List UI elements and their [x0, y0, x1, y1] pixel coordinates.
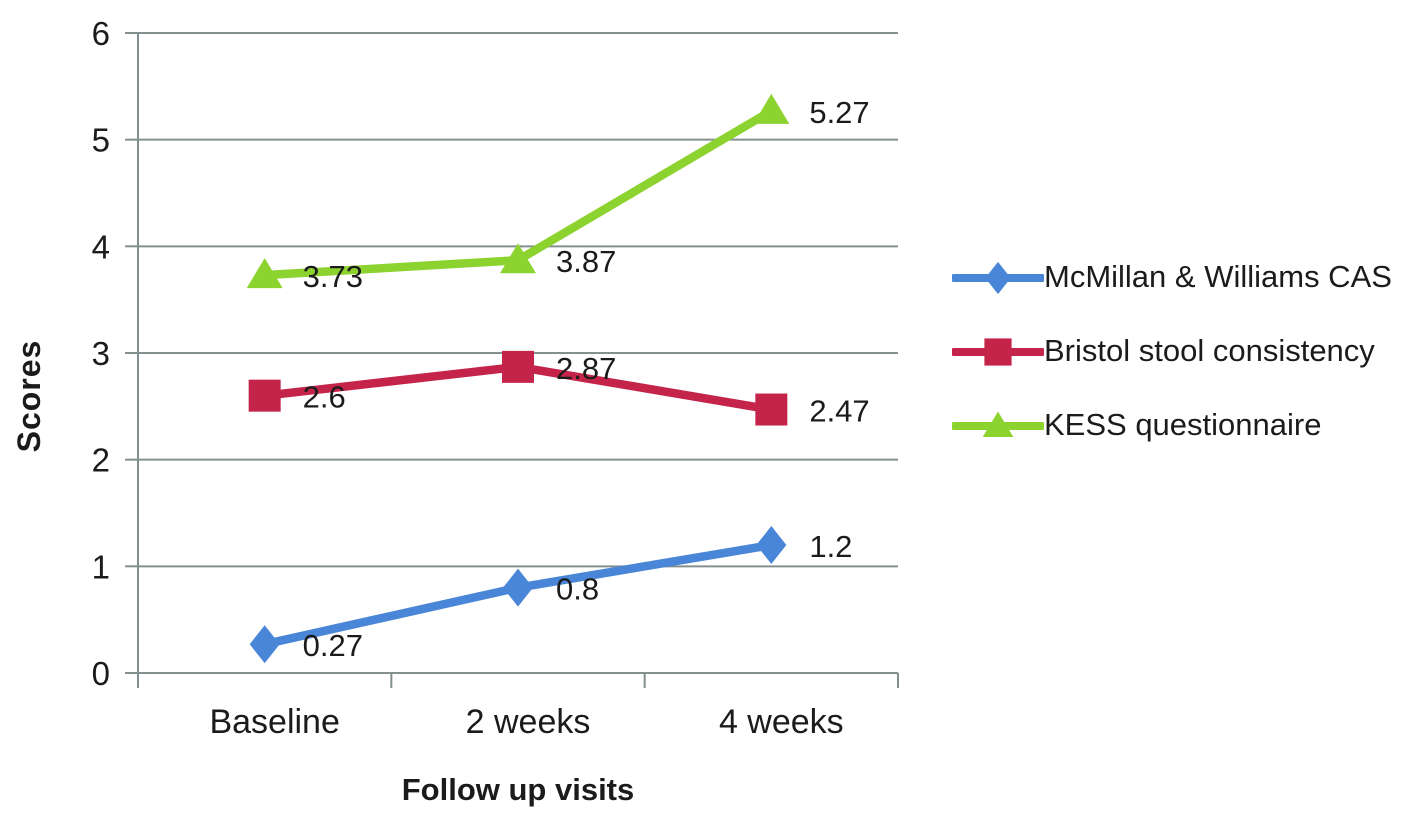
data-label: 2.47 — [809, 394, 869, 429]
square-marker — [248, 379, 281, 412]
diamond-marker — [985, 261, 1011, 295]
square-marker — [755, 393, 788, 426]
y-tick-label: 4 — [92, 228, 110, 265]
legend-item: KESS questionnaire — [952, 402, 1394, 448]
y-tick-label: 5 — [92, 122, 110, 159]
legend-label: Bristol stool consistency — [1044, 333, 1375, 368]
data-label: 3.73 — [303, 259, 363, 294]
data-label: 0.27 — [303, 628, 363, 663]
triangle-legend-swatch-icon — [952, 411, 1044, 438]
x-category-label: 2 weeks — [466, 703, 591, 741]
legend-item: McMillan & Williams CAS — [952, 254, 1394, 300]
y-tick-label: 1 — [92, 548, 110, 585]
diamond-marker — [249, 625, 280, 664]
triangle-marker — [753, 93, 790, 124]
legend-item: Bristol stool consistency — [952, 328, 1394, 374]
square-legend-swatch-icon — [952, 338, 1044, 366]
y-tick-label: 6 — [92, 15, 110, 52]
x-category-label: 4 weeks — [719, 703, 844, 741]
diamond-legend-swatch-icon — [952, 261, 1044, 295]
y-axis-title: Scores — [11, 339, 47, 453]
triangle-marker — [246, 258, 283, 289]
diamond-marker — [756, 526, 787, 564]
data-label: 5.27 — [809, 95, 869, 130]
y-tick-label: 0 — [92, 655, 110, 692]
triangle-marker — [500, 243, 536, 274]
diamond-marker — [503, 568, 533, 607]
y-tick-label: 3 — [92, 335, 110, 372]
data-label: 2.87 — [556, 351, 616, 386]
x-category-label: Baseline — [209, 703, 339, 741]
data-label: 2.6 — [303, 380, 346, 415]
legend-label: KESS questionnaire — [1044, 407, 1322, 442]
y-tick-label: 2 — [92, 442, 110, 479]
legend: McMillan & Williams CAS Bristol stool con… — [952, 254, 1394, 448]
data-label: 1.2 — [809, 529, 852, 564]
data-label: 3.87 — [556, 244, 616, 279]
square-marker — [984, 338, 1012, 366]
triangle-marker — [982, 411, 1014, 438]
data-label: 0.8 — [556, 572, 599, 607]
square-marker — [502, 350, 534, 383]
legend-label: McMillan & Williams CAS — [1044, 259, 1392, 294]
x-axis-title: Follow up visits — [401, 772, 635, 807]
